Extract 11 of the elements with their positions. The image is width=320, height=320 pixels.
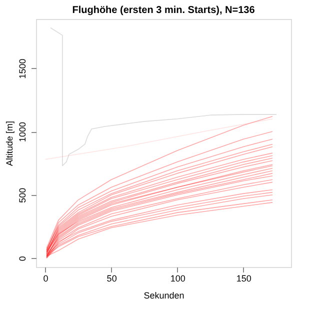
y-tick-label: 0 [18,256,28,262]
x-tick-label: 150 [236,274,252,284]
y-tick-label: 1000 [18,122,28,142]
x-tick-label: 100 [170,274,186,284]
x-tick-label: 0 [43,274,48,284]
chart-title: Flughöhe (ersten 3 min. Starts), N=136 [72,5,256,16]
y-axis-title: Altitude [m] [4,120,14,166]
y-tick-label: 1500 [18,58,28,79]
y-tick-label: 500 [18,188,28,203]
x-axis-title: Sekunden [144,290,184,300]
x-tick-label: 50 [106,274,117,284]
